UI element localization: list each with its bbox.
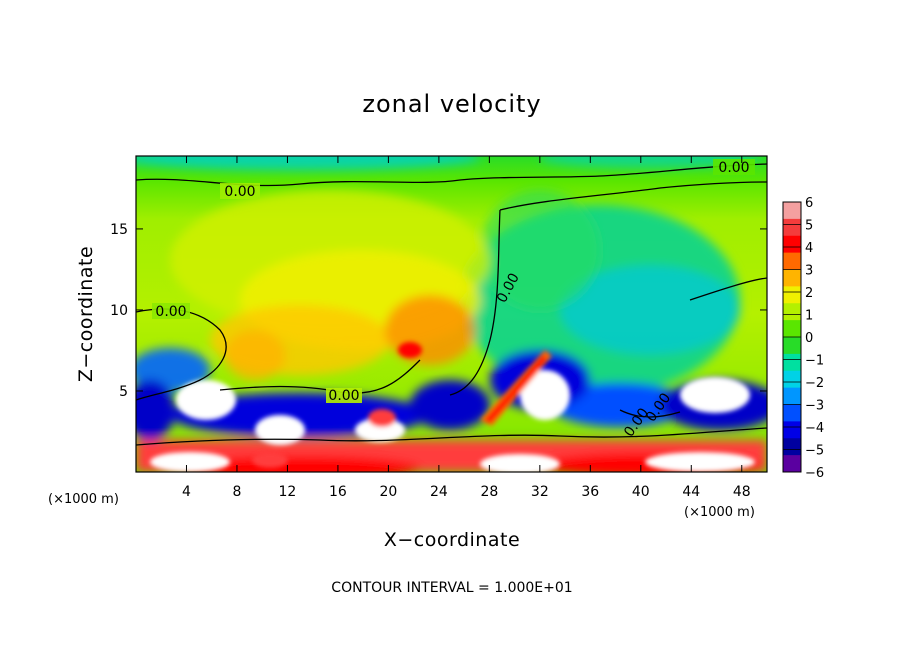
chart-title: zonal velocity bbox=[362, 90, 541, 118]
contour-interval-note: CONTOUR INTERVAL = 1.000E+01 bbox=[331, 580, 572, 596]
x-axis-label: X−coordinate bbox=[384, 529, 520, 551]
x-ticks: 4 8 12 16 20 24 28 32 36 40 44 48 bbox=[182, 156, 751, 500]
x-tick-label: 20 bbox=[379, 484, 397, 500]
y-ticks: 5 10 15 bbox=[110, 222, 767, 400]
x-tick-label: 16 bbox=[329, 484, 347, 500]
colorbar-band bbox=[783, 269, 801, 287]
colorbar-tick-label: 3 bbox=[805, 264, 813, 279]
colorbar-tick-label: −2 bbox=[805, 376, 824, 391]
contour-label: 0.00 bbox=[328, 388, 359, 404]
colorbar-band bbox=[783, 421, 801, 439]
x-unit-label-right: (×1000 m) bbox=[684, 505, 755, 520]
contour-label: 0.00 bbox=[718, 160, 749, 176]
x-tick-label: 12 bbox=[279, 484, 297, 500]
colorbar-tick-label: −5 bbox=[805, 444, 824, 459]
colorbar-tick-label: 5 bbox=[805, 219, 813, 234]
x-tick-label: 32 bbox=[531, 484, 549, 500]
contour-label: 0.00 bbox=[155, 304, 186, 320]
colorbar-tick-label: 0 bbox=[805, 331, 813, 346]
y-axis-label: Z−coordinate bbox=[75, 246, 97, 382]
x-tick-label: 48 bbox=[733, 484, 751, 500]
x-tick-label: 40 bbox=[632, 484, 650, 500]
x-unit-label-left: (×1000 m) bbox=[48, 492, 119, 507]
colorbar-band bbox=[783, 218, 801, 237]
colorbar-band bbox=[783, 387, 801, 405]
colorbar-band bbox=[783, 370, 801, 389]
y-tick-label: 5 bbox=[119, 384, 128, 400]
colorbar-band bbox=[783, 303, 801, 321]
colorbar-band bbox=[783, 455, 801, 473]
colorbar-band bbox=[783, 404, 801, 422]
x-tick-label: 24 bbox=[430, 484, 448, 500]
colorbar bbox=[782, 201, 802, 473]
colorbar-band bbox=[783, 202, 801, 220]
colorbar-band bbox=[783, 235, 801, 254]
colorbar-band bbox=[783, 337, 801, 355]
colorbar-band bbox=[783, 286, 801, 304]
colorbar-band bbox=[783, 320, 801, 338]
x-tick-label: 28 bbox=[480, 484, 498, 500]
x-tick-label: 4 bbox=[182, 484, 191, 500]
colorbar-tick-label: −3 bbox=[805, 399, 824, 414]
colorbar-ticks: 6 5 4 3 2 1 0 −1 −2 −3 −4 −5 −6 bbox=[783, 196, 824, 481]
y-tick-label: 15 bbox=[110, 222, 128, 238]
x-tick-label: 44 bbox=[682, 484, 700, 500]
colorbar-tick-label: 2 bbox=[805, 286, 813, 301]
contour-label: 0.00 bbox=[224, 184, 255, 200]
colorbar-band bbox=[783, 438, 801, 456]
colorbar-tick-label: 6 bbox=[805, 196, 813, 211]
colorbar-band bbox=[783, 353, 801, 372]
colorbar-band bbox=[783, 252, 801, 270]
colorbar-tick-label: 1 bbox=[805, 309, 813, 324]
heatmap-field bbox=[136, 156, 767, 472]
y-tick-label: 10 bbox=[110, 303, 128, 319]
x-tick-label: 8 bbox=[232, 484, 241, 500]
colorbar-tick-label: −6 bbox=[805, 466, 824, 481]
colorbar-tick-label: −4 bbox=[805, 421, 824, 436]
plot-frame bbox=[135, 155, 768, 473]
colorbar-tick-label: 4 bbox=[805, 241, 813, 256]
x-tick-label: 36 bbox=[581, 484, 599, 500]
colorbar-tick-label: −1 bbox=[805, 354, 824, 369]
